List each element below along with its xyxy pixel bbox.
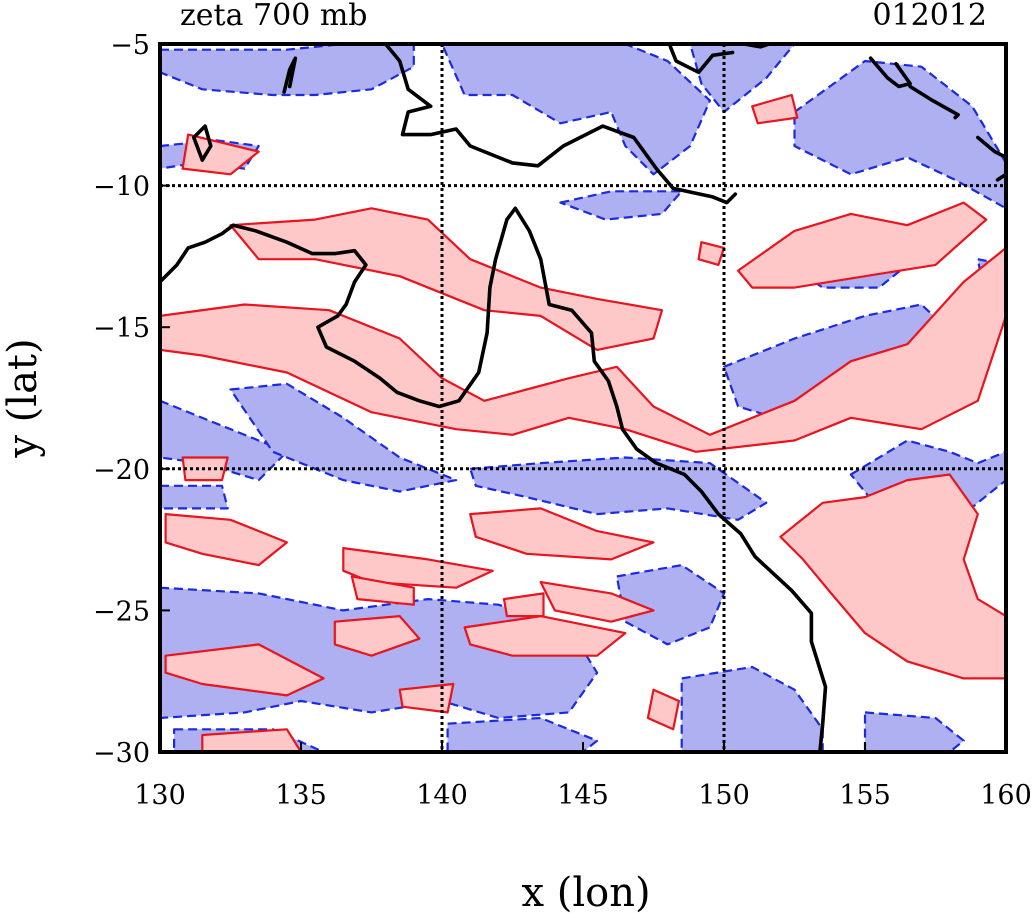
positive-vorticity-region-19 <box>181 456 229 482</box>
positive-vorticity-region-14 <box>646 688 681 731</box>
coastline-5 <box>908 84 960 120</box>
x-tick-label: 150 <box>698 780 750 811</box>
negative-vorticity-region-7 <box>229 382 458 493</box>
negative-vorticity-region-0 <box>160 44 415 97</box>
coastline-4 <box>868 56 912 89</box>
negative-vorticity-region-5 <box>793 59 1006 210</box>
y-tick-label: −10 <box>93 172 150 203</box>
y-tick-label: −5 <box>110 30 150 61</box>
positive-vorticity-region-11 <box>181 133 260 176</box>
positive-vorticity-region-6 <box>469 507 655 561</box>
coastline-7 <box>192 124 213 162</box>
grid-layer <box>160 44 1006 752</box>
negative-vorticity-region-8 <box>469 456 768 521</box>
y-tick-label: −30 <box>93 738 150 769</box>
negative-vorticity-region-4 <box>689 44 796 114</box>
positive-vorticity-region-4 <box>164 512 288 567</box>
x-tick-label: 145 <box>557 780 609 811</box>
positive-vorticity-region-17 <box>398 682 455 714</box>
positive-vorticity-region-16 <box>502 592 545 618</box>
coastline-6 <box>975 135 1006 160</box>
x-axis-label: x (lon) <box>521 870 650 913</box>
negative-vorticity-region-2 <box>440 44 712 176</box>
x-tick-label: 135 <box>275 780 327 811</box>
coastline-1 <box>383 44 738 205</box>
negative-vorticity-region-3 <box>559 190 683 221</box>
contour-fill-layer <box>160 44 1006 752</box>
coastline-2 <box>668 44 735 75</box>
positive-vorticity-region-0 <box>160 246 1006 453</box>
positive-vorticity-region-3 <box>779 473 1006 680</box>
y-tick-label: −20 <box>93 455 150 486</box>
positive-vorticity-region-10 <box>539 580 655 623</box>
x-tick-label: 160 <box>980 780 1032 811</box>
x-tick-label: 130 <box>134 780 186 811</box>
positive-vorticity-region-13 <box>350 575 415 606</box>
chart-title-right: 012012 <box>872 0 987 33</box>
coastline-layer <box>160 44 1006 752</box>
coastline-9 <box>282 56 298 94</box>
positive-vorticity-region-2 <box>736 201 988 289</box>
positive-vorticity-region-1 <box>229 207 664 351</box>
positive-vorticity-region-8 <box>333 614 421 657</box>
tick-label-layer: 130 135 140 145 150 155 160 −5 −10 −15 −20 −25 −30 <box>93 30 1032 811</box>
positive-vorticity-region-7 <box>164 643 325 697</box>
y-tick-label: −25 <box>93 596 150 627</box>
negative-vorticity-region-19 <box>160 484 229 510</box>
x-tick-label: 140 <box>416 780 468 811</box>
coastline-0 <box>160 206 828 752</box>
positive-vorticity-region-5 <box>342 546 494 589</box>
positive-vorticity-region-18 <box>697 241 726 266</box>
y-axis-label: y (lat) <box>0 338 46 458</box>
positive-vorticity-region-12 <box>751 93 799 125</box>
positive-vorticity-region-15 <box>201 728 303 752</box>
y-tick-label: −15 <box>93 313 150 344</box>
negative-vorticity-region-12 <box>615 563 726 646</box>
negative-vorticity-region-11 <box>446 716 599 752</box>
chart-title-left: zeta 700 mb <box>180 0 368 33</box>
x-tick-label: 155 <box>839 780 891 811</box>
